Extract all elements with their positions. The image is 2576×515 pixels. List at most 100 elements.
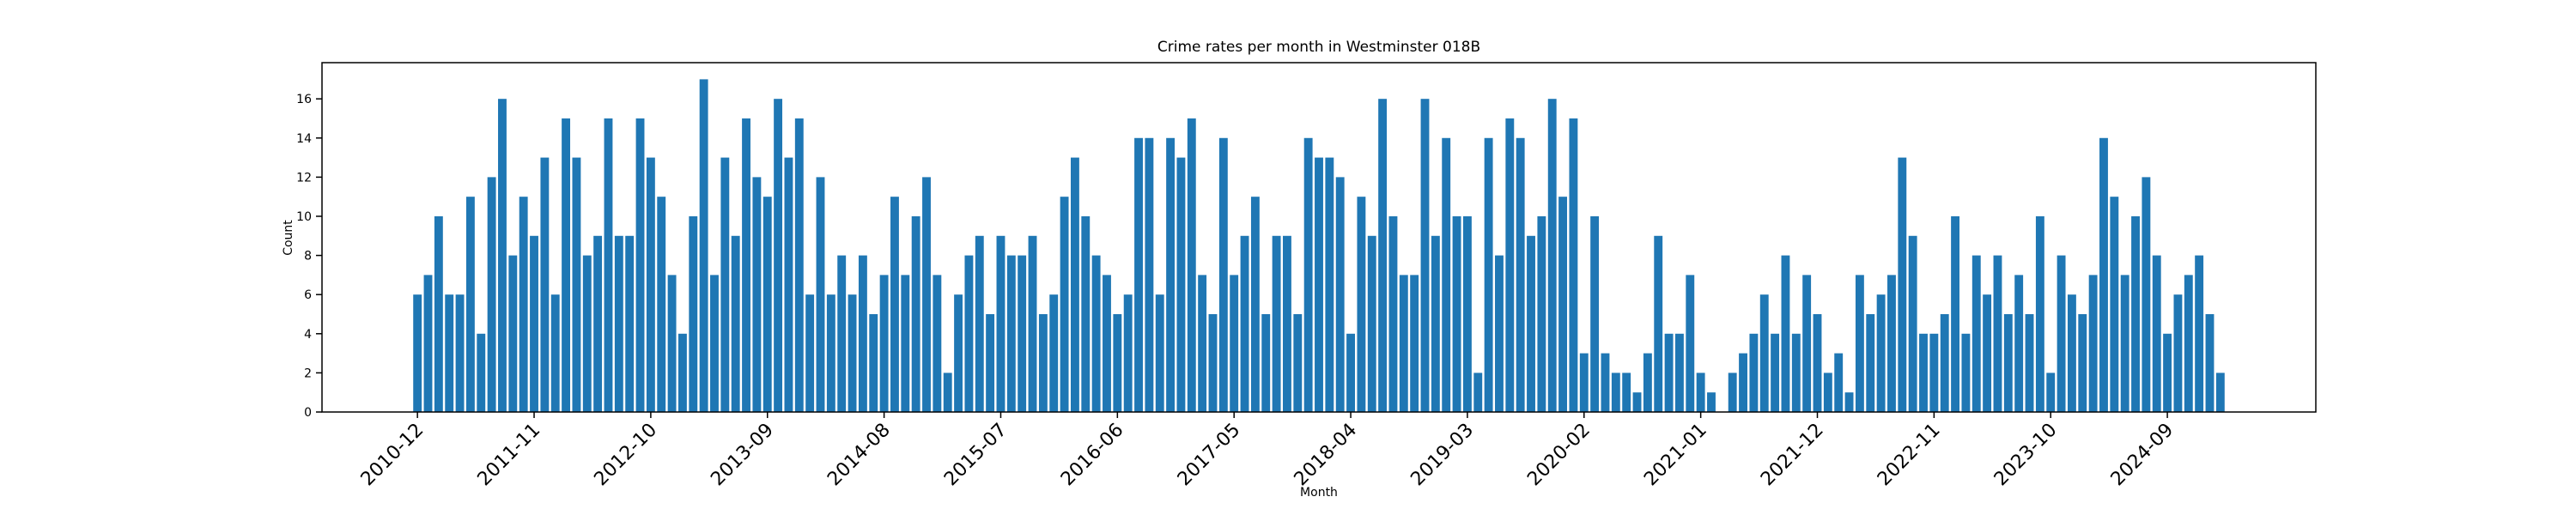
bar [1823,373,1832,412]
bar [2131,215,2140,412]
bar [1378,99,1388,413]
bar [996,235,1005,412]
bar [572,157,581,412]
bar [2173,294,2183,412]
bar [1113,313,1122,412]
bar [1516,137,1525,413]
bar [901,275,910,412]
bar [858,255,867,412]
bar [434,215,443,412]
bar [1739,353,1747,412]
bar [1495,255,1504,412]
bar [1187,118,1196,412]
bar [2046,373,2056,412]
y-tick-label: 4 [304,328,312,342]
bar [1664,333,1674,412]
bar [869,313,878,412]
bar [1081,215,1091,412]
bar [879,275,889,412]
bar [1155,294,1164,412]
bar [1103,275,1111,412]
bar [1622,373,1631,412]
bar [1844,392,1854,412]
bar [1813,313,1822,412]
bar [933,275,942,412]
y-tick-label: 14 [296,132,312,146]
y-tick-label: 16 [296,93,312,106]
bar [954,294,963,412]
bar [1558,197,1568,412]
bar [445,294,454,412]
bar [742,118,750,412]
y-axis-label: Count [282,220,295,256]
bar [689,215,698,412]
bar [1971,255,1981,412]
bar [699,79,708,412]
bar [614,235,623,412]
bar [1866,313,1875,412]
x-tick-label: 2012-10 [590,420,661,491]
y-tick-label: 12 [296,171,312,185]
bar [635,118,645,412]
plot-frame [321,62,2317,413]
bar [1218,137,1228,413]
bar [774,99,783,413]
bar [1367,235,1376,412]
bar [1442,137,1451,413]
bar [1315,157,1323,412]
bar [2195,255,2204,412]
bar [2067,294,2076,412]
bar [2184,275,2193,412]
bar [2088,275,2098,412]
bar [1601,353,1610,412]
bar [975,235,984,412]
bar [1643,353,1652,412]
bar [1505,118,1515,412]
bar [1462,215,1472,412]
bar [1898,157,1907,412]
bar [794,118,804,412]
bar [1123,294,1133,412]
bar [1388,215,1398,412]
bar [1431,235,1440,412]
y-tick-label: 8 [304,250,312,264]
bar [465,197,475,412]
bar [2099,137,2108,413]
bar [1346,333,1355,412]
bar [752,177,762,413]
bar [604,118,613,412]
bar [2078,313,2087,412]
bar [646,157,655,412]
bar [1091,255,1101,412]
bar [1018,255,1027,412]
bar [423,275,433,412]
bar [413,294,422,412]
bar [1049,294,1059,412]
bar [1983,294,1992,412]
bar [1855,275,1864,412]
bar [1303,137,1313,413]
bar [1038,313,1048,412]
bar [2014,275,2024,412]
bar [530,235,538,412]
bar [2152,255,2161,412]
bar [784,157,793,412]
bar [477,333,486,412]
bar [720,157,730,412]
y-tick-label: 10 [296,210,312,224]
x-tick-label: 2024-09 [2107,420,2178,491]
bar [1325,157,1334,412]
bar [1908,235,1917,412]
bar [1961,333,1971,412]
bar [1611,373,1620,412]
bar [1590,215,1600,412]
bar [1547,99,1557,413]
bar [1759,294,1769,412]
bar [1686,275,1695,412]
bar [1410,275,1419,412]
bar [826,294,835,412]
bar [1579,353,1589,412]
bar [1272,235,1281,412]
bar [1929,333,1939,412]
bar [1230,275,1239,412]
